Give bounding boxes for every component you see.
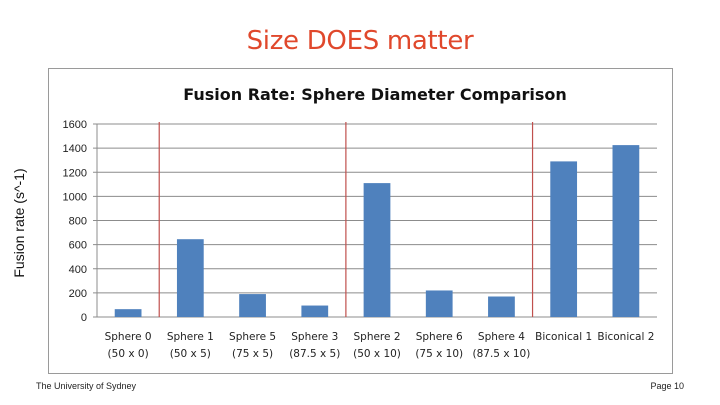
x-tick-sublabel: (87.5 x 10)	[473, 348, 531, 360]
x-tick-sublabel: (87.5 x 5)	[289, 348, 340, 360]
bar	[488, 296, 515, 317]
bar	[550, 161, 578, 317]
bar	[239, 294, 266, 317]
footer-page-number: Page 10	[650, 381, 684, 391]
y-tick-label: 200	[69, 288, 87, 300]
x-tick-label: Sphere 3	[291, 331, 338, 343]
x-tick-sublabel: (75 x 10)	[415, 348, 463, 360]
x-tick-label: Sphere 0	[105, 331, 152, 343]
x-tick-sublabel: (75 x 5)	[232, 348, 273, 360]
y-tick-label: 1000	[63, 191, 87, 203]
y-tick-label: 1600	[63, 119, 87, 131]
x-tick-sublabel: (50 x 10)	[353, 348, 401, 360]
x-tick-sublabel: (50 x 0)	[108, 348, 149, 360]
bar	[176, 239, 204, 317]
y-tick-label: 400	[69, 264, 87, 276]
y-tick-label: 1200	[63, 167, 87, 179]
bar	[425, 290, 453, 317]
slide-title: Size DOES matter	[246, 26, 474, 56]
x-tick-sublabel: (50 x 5)	[170, 348, 211, 360]
footer-university: The University of Sydney	[36, 381, 137, 391]
bar	[114, 309, 142, 317]
y-tick-label: 0	[81, 312, 87, 324]
x-tick-label: Sphere 1	[167, 331, 214, 343]
y-tick-label: 800	[69, 216, 87, 228]
x-tick-label: Sphere 4	[478, 331, 525, 343]
x-tick-label: Biconical 2	[597, 331, 654, 343]
bar	[363, 183, 391, 317]
chart-title: Fusion Rate: Sphere Diameter Comparison	[183, 85, 567, 104]
x-tick-label: Sphere 5	[229, 331, 276, 343]
x-tick-label: Biconical 1	[535, 331, 592, 343]
y-tick-label: 1400	[63, 143, 87, 155]
x-tick-label: Sphere 2	[353, 331, 400, 343]
bar	[301, 305, 329, 317]
bar	[612, 145, 640, 317]
y-tick-label: 600	[69, 240, 87, 252]
x-tick-label: Sphere 6	[416, 331, 463, 343]
